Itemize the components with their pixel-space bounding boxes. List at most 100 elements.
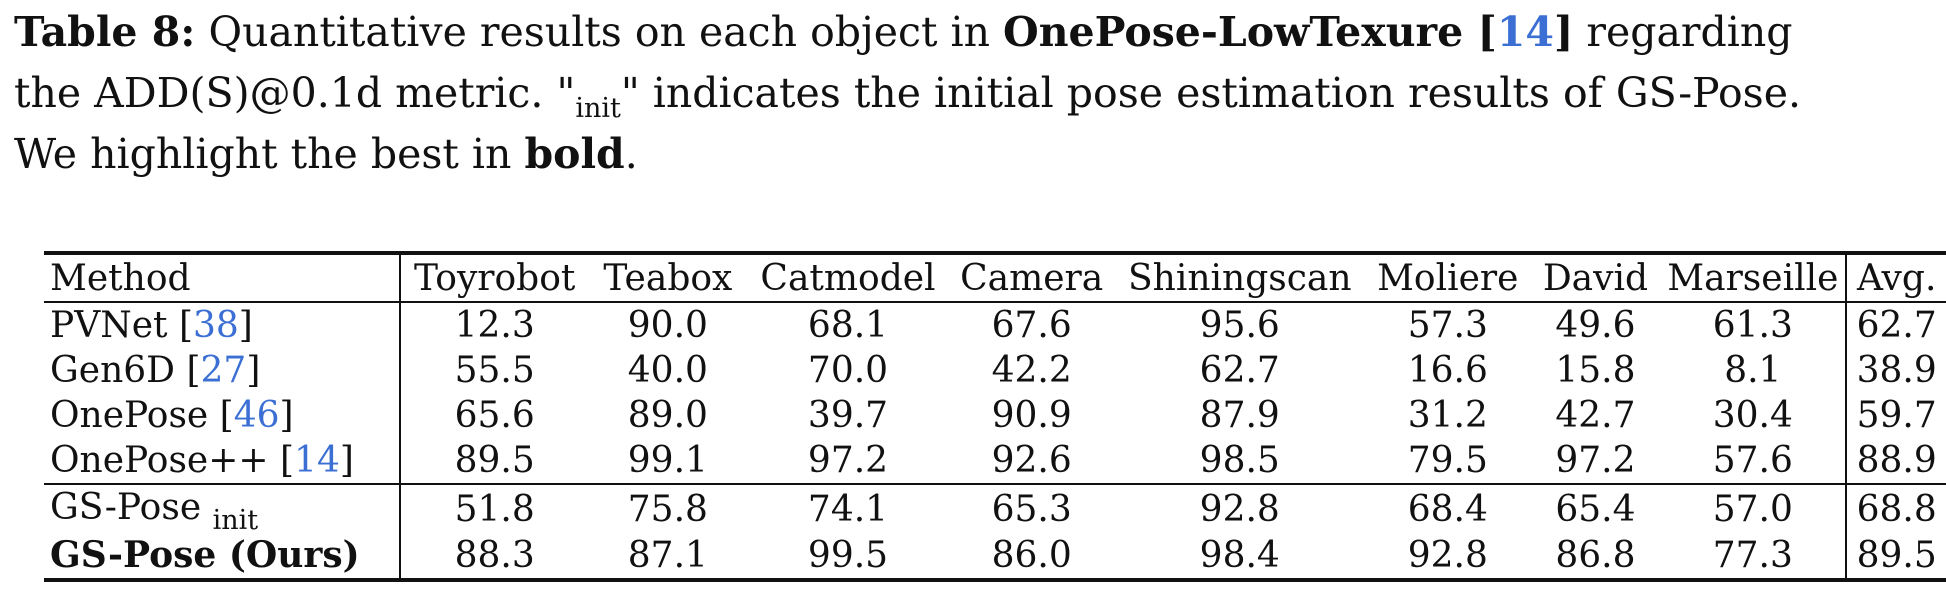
method-cell: OnePose++ [14] (44, 438, 401, 484)
column-header: Teabox (588, 253, 748, 303)
cite-bracket: ] (279, 395, 294, 436)
value-cell: 97.2 (807, 440, 889, 481)
value-cell: 98.5 (1199, 440, 1280, 481)
cite-bracket: [ (1463, 8, 1497, 56)
column-header: Moliere (1364, 253, 1531, 303)
value-cell: 39.7 (807, 395, 889, 436)
citation-link[interactable]: 38 (192, 305, 239, 346)
value-cell: 98.4 (1199, 535, 1280, 576)
value-cell: 74.1 (747, 483, 949, 533)
value-cell: 99.5 (807, 535, 889, 576)
table-row: GS-Pose init 51.8 75.8 74.1 65.3 92.8 68.4 65.4… (44, 483, 1946, 536)
value-cell: 92.8 (1407, 535, 1488, 576)
column-header: Catmodel (747, 253, 949, 303)
method-cell: GS-Pose init (44, 483, 401, 536)
method-cell: PVNet [38] (44, 302, 401, 348)
value-cell: 12.3 (454, 305, 535, 346)
method-name: PVNet (50, 305, 179, 346)
caption-bold-word: bold (524, 130, 625, 178)
value-cell: 77.3 (1712, 535, 1793, 576)
value-cell: 57.6 (1712, 440, 1793, 481)
column-header: Marseille (1660, 253, 1847, 303)
value-cell: 65.3 (948, 483, 1115, 533)
cite-bracket: ] (1553, 8, 1574, 56)
table-row: Gen6D [27] 55.5 40.0 70.0 42.2 62.7 16.6 15.8 8.… (44, 348, 1946, 393)
value-cell: 90.0 (627, 305, 708, 346)
avg-cell: 59.7 (1845, 393, 1946, 438)
value-cell: 55.5 (454, 350, 535, 391)
cite-bracket: [ (178, 305, 193, 346)
value-cell: 42.2 (991, 350, 1072, 391)
value-cell: 30.4 (1712, 395, 1793, 436)
caption-text: . (624, 130, 638, 178)
value-cell: 70.0 (807, 350, 889, 391)
avg-cell: 88.9 (1845, 438, 1946, 484)
value-cell: 90.9 (991, 395, 1072, 436)
value-cell: 92.8 (1114, 483, 1365, 533)
value-cell: 49.6 (1555, 305, 1636, 346)
caption-line-1: Table 8: Quantitative results on each ob… (14, 2, 1946, 63)
table-row: GS-Pose (Ours) 88.3 87.1 99.5 86.0 98.4 92.8 86… (44, 533, 1946, 580)
value-cell: 31.2 (1407, 395, 1488, 436)
value-cell: 92.6 (991, 440, 1072, 481)
value-cell: 87.1 (627, 535, 708, 576)
avg-cell: 89.5 (1845, 533, 1946, 580)
value-cell: 15.8 (1555, 350, 1636, 391)
column-header: Avg. (1845, 253, 1946, 303)
avg-cell: 38.9 (1845, 348, 1946, 393)
method-subscript: init (212, 505, 259, 536)
value-cell: 87.9 (1199, 395, 1280, 436)
results-table: Method Toyrobot Teabox Catmodel Camera S… (44, 251, 1946, 582)
value-cell: 42.7 (1555, 395, 1636, 436)
value-cell: 99.1 (627, 440, 708, 481)
value-cell: 75.8 (588, 483, 748, 533)
caption-text: Quantitative results on each object in (195, 8, 1004, 56)
caption-text: the ADD(S)@0.1d metric. " (14, 69, 576, 117)
value-cell: 86.8 (1555, 535, 1636, 576)
value-cell: 89.0 (627, 395, 708, 436)
value-cell: 51.8 (399, 483, 589, 533)
method-name: GS-Pose (50, 487, 213, 528)
value-cell: 65.6 (454, 395, 535, 436)
value-cell: 89.5 (454, 440, 535, 481)
caption-text: regarding (1573, 8, 1793, 56)
value-cell: 65.4 (1530, 483, 1661, 533)
dataset-name: OnePose-LowTexure (1003, 8, 1464, 56)
table-row: OnePose++ [14] 89.5 99.1 97.2 92.6 98.5 79.5 97… (44, 438, 1946, 484)
column-header: Camera (948, 253, 1115, 303)
cite-bracket: [ (186, 350, 201, 391)
cite-bracket: ] (246, 350, 261, 391)
header-row: Method Toyrobot Teabox Catmodel Camera S… (44, 253, 1946, 303)
citation-link[interactable]: 14 (1496, 8, 1554, 56)
column-header: Shiningscan (1114, 253, 1365, 303)
cite-bracket: [ (219, 395, 234, 436)
column-header: Toyrobot (399, 253, 589, 303)
method-name: Gen6D (50, 350, 187, 391)
citation-link[interactable]: 27 (200, 350, 247, 391)
table-caption: Table 8: Quantitative results on each ob… (14, 2, 1946, 185)
value-cell: 79.5 (1407, 440, 1488, 481)
method-name: OnePose (50, 395, 220, 436)
table-row: OnePose [46] 65.6 89.0 39.7 90.9 87.9 31.2 42.7… (44, 393, 1946, 438)
value-cell: 8.1 (1724, 350, 1782, 391)
value-cell: 40.0 (627, 350, 708, 391)
value-cell: 57.0 (1660, 483, 1847, 533)
avg-cell: 62.7 (1845, 302, 1946, 348)
caption-text: " indicates the initial pose estimation … (620, 69, 1801, 117)
cite-bracket: ] (339, 440, 354, 481)
value-cell: 16.6 (1407, 350, 1488, 391)
citation-link[interactable]: 46 (233, 395, 280, 436)
caption-line-3: We highlight the best in bold. (14, 124, 1946, 185)
value-cell: 57.3 (1407, 305, 1488, 346)
value-cell: 86.0 (991, 535, 1072, 576)
cite-bracket: [ (280, 440, 295, 481)
avg-cell: 68.8 (1845, 483, 1946, 533)
caption-line-2: the ADD(S)@0.1d metric. "init" indicates… (14, 63, 1946, 124)
citation-link[interactable]: 14 (294, 440, 340, 481)
table-row: PVNet [38] 12.3 90.0 68.1 67.6 95.6 57.3 49.6 61… (44, 302, 1946, 348)
method-cell: Gen6D [27] (44, 348, 401, 393)
method-name: OnePose++ (50, 440, 280, 481)
caption-subscript: init (575, 93, 621, 124)
value-cell: 67.6 (991, 305, 1072, 346)
value-cell: 97.2 (1555, 440, 1636, 481)
